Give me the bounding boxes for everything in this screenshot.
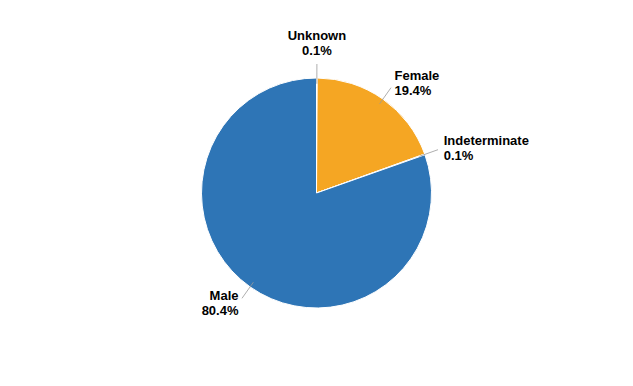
svg-text:80.4%: 80.4%: [202, 303, 239, 318]
svg-text:0.1%: 0.1%: [302, 43, 332, 58]
svg-text:Female: Female: [394, 68, 439, 83]
svg-text:19.4%: 19.4%: [394, 83, 431, 98]
svg-text:Indeterminate: Indeterminate: [444, 133, 529, 148]
svg-text:Male: Male: [210, 288, 239, 303]
svg-text:Unknown: Unknown: [288, 28, 347, 43]
svg-text:0.1%: 0.1%: [444, 148, 474, 163]
